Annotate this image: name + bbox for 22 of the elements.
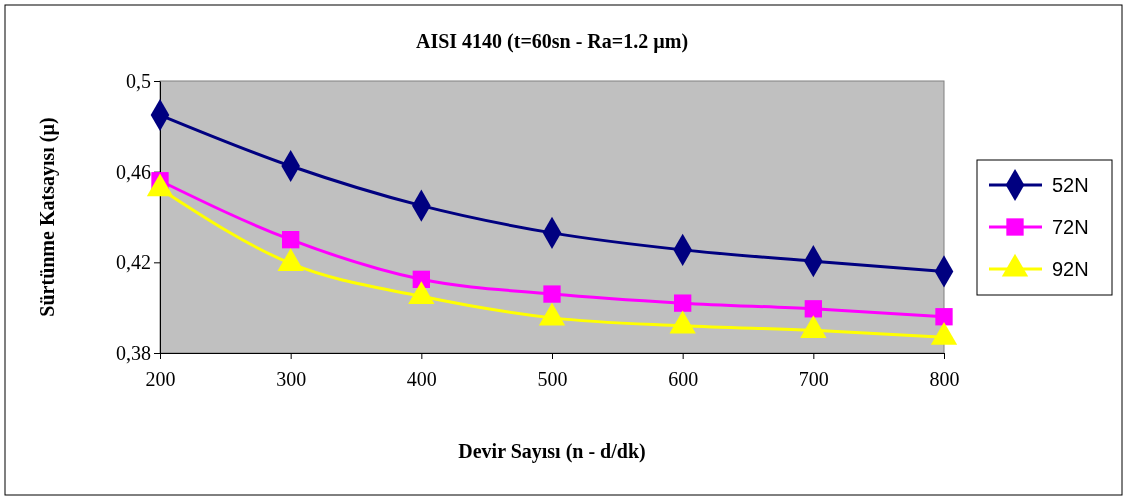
legend-label: 52N [1052,174,1089,196]
legend-label: 72N [1052,216,1089,238]
x-tick-label: 700 [798,368,829,390]
x-tick-label: 500 [537,368,568,390]
point [935,308,953,326]
x-tick-label: 400 [406,368,437,390]
x-tick-label: 200 [145,368,176,390]
x-tick-label: 600 [668,368,699,390]
legend-label: 92N [1052,258,1089,280]
y-tick-label: 0,42 [116,251,151,274]
y-tick-label: 0,46 [116,160,151,183]
chart-title: AISI 4140 (t=60sn - Ra=1.2 µm) [415,30,689,53]
point [282,231,300,249]
y-axis-title: Sürtünme Katsayısı (µ) [36,117,59,317]
point [674,294,692,312]
point [804,300,822,318]
point [543,285,561,303]
x-tick-label: 300 [276,368,307,390]
y-tick-label: 0,5 [126,69,151,92]
x-axis-title: Devir Sayısı (n - d/dk) [458,440,646,463]
y-tick-label: 0,38 [116,341,151,364]
x-tick-label: 800 [929,368,960,390]
